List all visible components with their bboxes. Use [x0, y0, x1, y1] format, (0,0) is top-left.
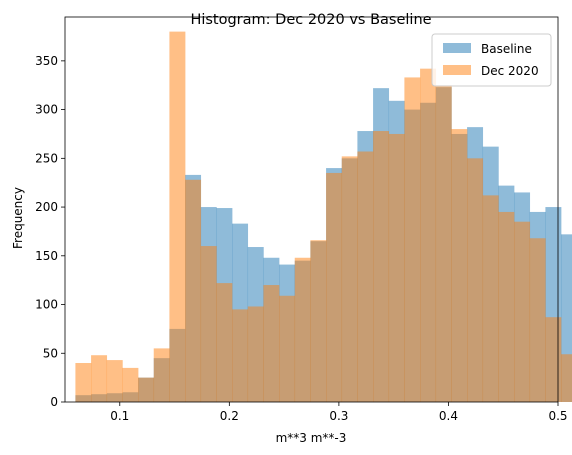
y-tick-label: 250: [35, 151, 58, 165]
y-axis-label: Frequency: [11, 187, 25, 249]
bar-dec-2020-14: [294, 257, 311, 402]
bar-dec-2020-5: [153, 348, 170, 402]
bar-dec-2020-9: [216, 283, 233, 402]
plot-bars: [75, 31, 572, 403]
bar-dec-2020-13: [279, 295, 296, 402]
plot-frame: [64, 16, 559, 403]
y-tick-label: 200: [35, 200, 58, 214]
x-tick-label: 0.1: [110, 409, 129, 423]
x-axis-ticks: 0.1 0.2 0.3 0.4 0.5: [110, 402, 568, 423]
chart-title: Histogram: Dec 2020 vs Baseline: [190, 12, 431, 28]
bar-dec-2020-30: [545, 317, 562, 402]
legend: Baseline Dec 2020: [431, 33, 552, 87]
bar-dec-2020-19: [373, 131, 390, 403]
y-tick-label: 350: [35, 54, 58, 68]
x-axis-label: m**3 m**-3: [276, 431, 347, 445]
bar-dec-2020-24: [451, 129, 468, 402]
bar-dec-2020-23: [435, 85, 452, 402]
legend-label-dec-2020: Dec 2020: [481, 64, 539, 78]
y-tick-label: 50: [43, 346, 58, 360]
bar-dec-2020-10: [232, 309, 249, 402]
legend-swatch-dec-2020: [443, 65, 471, 75]
bar-baseline-31: [561, 234, 572, 402]
bar-dec-2020-28: [514, 221, 531, 402]
x-tick-label: 0.2: [220, 409, 239, 423]
bar-dec-2020-12: [263, 285, 280, 402]
bar-dec-2020-6: [169, 31, 186, 403]
legend-label-baseline: Baseline: [481, 42, 532, 56]
y-tick-label: 100: [35, 298, 58, 312]
bar-dec-2020-31: [561, 354, 572, 402]
bar-dec-2020-3: [122, 367, 139, 402]
bar-dec-2020-25: [467, 158, 484, 402]
bar-dec-2020-20: [388, 133, 405, 402]
y-tick-label: 0: [50, 395, 58, 409]
bar-dec-2020-11: [247, 306, 264, 402]
bar-dec-2020-29: [529, 238, 546, 402]
legend-swatch-baseline: [443, 43, 471, 53]
y-tick-label: 150: [35, 249, 58, 263]
bar-dec-2020-8: [200, 246, 217, 402]
x-tick-label: 0.4: [439, 409, 458, 423]
y-axis-ticks: 0 50 100 150 200 250 300 350: [35, 54, 65, 409]
bar-dec-2020-21: [404, 77, 421, 403]
x-tick-label: 0.3: [329, 409, 348, 423]
bar-dec-2020-27: [498, 211, 515, 402]
bar-dec-2020-1: [91, 355, 108, 402]
bar-dec-2020-26: [482, 195, 499, 402]
bar-dec-2020-16: [326, 172, 343, 402]
bar-dec-2020-0: [75, 363, 92, 402]
bar-dec-2020-17: [341, 156, 358, 402]
bar-dec-2020-7: [185, 179, 202, 402]
x-tick-label: 0.5: [548, 409, 567, 423]
bar-dec-2020-22: [420, 68, 437, 402]
y-tick-label: 300: [35, 103, 58, 117]
bar-dec-2020-18: [357, 151, 374, 402]
bar-dec-2020-15: [310, 240, 327, 402]
bar-dec-2020-2: [106, 360, 123, 402]
bar-dec-2020-4: [138, 377, 155, 402]
